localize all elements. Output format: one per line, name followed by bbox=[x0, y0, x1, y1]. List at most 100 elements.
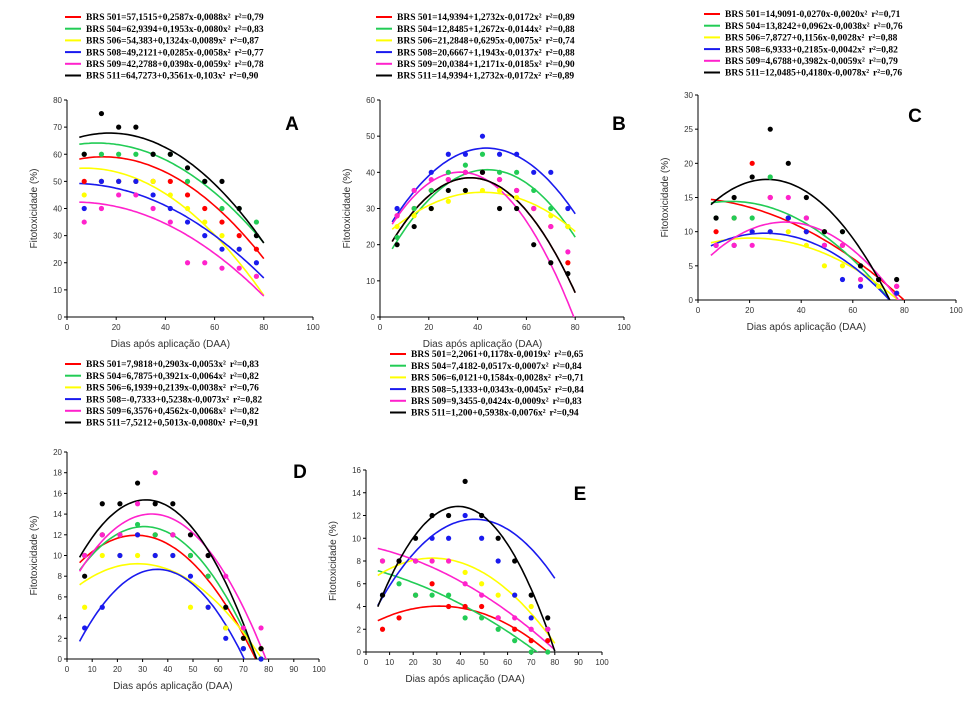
data-point bbox=[479, 615, 485, 621]
legend-equation: BRS 504=12,8485+1,2672x-0,0144x² bbox=[397, 25, 542, 35]
data-point bbox=[258, 656, 264, 662]
data-point bbox=[528, 649, 534, 655]
data-point bbox=[839, 242, 846, 248]
data-point bbox=[116, 192, 122, 198]
y-tick-label: 30 bbox=[53, 232, 62, 241]
trend-line bbox=[391, 147, 576, 223]
legend-entry: BRS 511=64,7273+0,3561x-0,103x² r²=0,90 bbox=[86, 72, 259, 82]
x-axis-label: Dias após aplicação (DAA) bbox=[747, 322, 867, 333]
data-point bbox=[821, 229, 828, 235]
legend-equation: BRS 506=21,2848+0,6295x-0,0075x² bbox=[397, 37, 542, 47]
y-axis-label: Fitotoxicidade (%) bbox=[328, 521, 339, 601]
panel-letter: B bbox=[612, 114, 626, 135]
data-point bbox=[713, 229, 719, 235]
y-axis-label: Fitotoxicidade (%) bbox=[29, 515, 40, 595]
data-point bbox=[205, 552, 211, 559]
data-point bbox=[258, 625, 264, 631]
trend-line bbox=[79, 167, 265, 296]
data-point bbox=[219, 233, 225, 239]
x-tick-label: 40 bbox=[797, 306, 806, 315]
data-point bbox=[749, 229, 755, 235]
y-tick-label: 20 bbox=[53, 259, 62, 268]
trend-line bbox=[78, 568, 246, 659]
data-point bbox=[496, 151, 503, 157]
data-point bbox=[548, 223, 554, 230]
data-point bbox=[857, 283, 864, 289]
legend-entry: BRS 504=12,8485+1,2672x-0,0144x² r²=0,88 bbox=[397, 25, 575, 35]
x-tick-label: 20 bbox=[424, 323, 433, 332]
legend-equation: BRS 508=-0,7333+0,5238x-0,0073x² bbox=[86, 395, 229, 405]
y-tick-label: 4 bbox=[357, 603, 362, 612]
data-point bbox=[411, 187, 417, 194]
data-point bbox=[821, 263, 828, 269]
y-axis-label: Fitotoxicidade (%) bbox=[29, 168, 40, 248]
trend-line bbox=[391, 191, 576, 233]
data-point bbox=[236, 265, 242, 271]
data-point bbox=[396, 581, 402, 587]
data-point bbox=[548, 205, 554, 212]
data-point bbox=[82, 573, 88, 579]
trend-line bbox=[79, 201, 265, 297]
data-point bbox=[394, 213, 400, 219]
data-point bbox=[205, 573, 211, 579]
data-point bbox=[857, 276, 864, 283]
trend-line bbox=[391, 177, 576, 294]
data-point bbox=[170, 552, 176, 559]
legend-entry: BRS 508=49,2121+0,0285x-0,0058x² r²=0,77 bbox=[86, 48, 264, 58]
legend-equation: BRS 508=49,2121+0,0285x-0,0058x² bbox=[86, 48, 231, 58]
data-point bbox=[379, 592, 386, 598]
data-point bbox=[785, 229, 791, 235]
legend-r2: r²=0,87 bbox=[230, 37, 259, 47]
data-point bbox=[205, 604, 211, 610]
y-tick-label: 20 bbox=[53, 448, 62, 457]
legend-r2: r²=0,77 bbox=[235, 48, 264, 58]
data-point bbox=[184, 260, 191, 266]
trend-line bbox=[391, 177, 576, 294]
x-tick-label: 80 bbox=[259, 323, 268, 332]
data-point bbox=[565, 249, 571, 255]
y-tick-label: 14 bbox=[352, 489, 361, 498]
x-tick-label: 100 bbox=[949, 306, 963, 315]
legend-equation: BRS 509=20,0384+1,2171x-0,0185x² bbox=[397, 60, 542, 70]
legend-equation: BRS 511=14,9394+1,2732x-0,0172x² bbox=[397, 72, 541, 82]
y-tick-label: 8 bbox=[357, 557, 362, 566]
data-point bbox=[152, 470, 158, 476]
data-point bbox=[133, 124, 139, 130]
data-point bbox=[512, 626, 518, 632]
legend-equation: BRS 509=6,3576+0,4562x-0,0068x² bbox=[86, 407, 226, 417]
y-tick-label: 15 bbox=[684, 194, 693, 203]
legend-entry: BRS 504=6,7875+0,3921x-0,0064x² r²=0,82 bbox=[86, 372, 259, 382]
x-axis-label: Dias após aplicação (DAA) bbox=[111, 339, 231, 350]
x-axis-label: Dias após aplicação (DAA) bbox=[113, 681, 233, 692]
legend-r2: r²=0,76 bbox=[874, 22, 903, 32]
x-tick-label: 20 bbox=[112, 323, 121, 332]
data-point bbox=[253, 233, 260, 239]
trend-line bbox=[377, 605, 550, 652]
data-point bbox=[117, 501, 123, 507]
legend-entry: BRS 504=13,8242+0,0962x-0,0038x² r²=0,76 bbox=[725, 22, 903, 32]
trend-line bbox=[710, 178, 891, 300]
data-point bbox=[479, 592, 485, 598]
y-tick-label: 10 bbox=[352, 534, 361, 543]
y-tick-label: 16 bbox=[53, 489, 62, 498]
legend-r2: r²=0,74 bbox=[546, 37, 575, 47]
y-tick-label: 14 bbox=[53, 510, 62, 519]
legend-r2: r²=0,71 bbox=[555, 374, 584, 384]
legend-r2: r²=0,82 bbox=[230, 372, 259, 382]
data-point bbox=[446, 558, 452, 564]
legend-equation: BRS 509=9,3455-0,0424x-0,0009x² bbox=[411, 397, 549, 407]
data-point bbox=[894, 276, 900, 283]
data-point bbox=[184, 205, 191, 212]
y-tick-label: 10 bbox=[366, 277, 375, 286]
legend-entry: BRS 508=5,1333+0,0343x-0,0045x² r²=0,84 bbox=[411, 385, 584, 395]
data-point bbox=[428, 176, 434, 183]
legend-r2: r²=0,84 bbox=[553, 362, 582, 372]
trend-line bbox=[710, 221, 900, 300]
data-point bbox=[803, 215, 809, 221]
x-tick-label: 40 bbox=[161, 323, 170, 332]
data-point bbox=[202, 260, 208, 266]
data-point bbox=[496, 176, 503, 183]
x-tick-label: 60 bbox=[522, 323, 531, 332]
data-point bbox=[99, 604, 105, 610]
